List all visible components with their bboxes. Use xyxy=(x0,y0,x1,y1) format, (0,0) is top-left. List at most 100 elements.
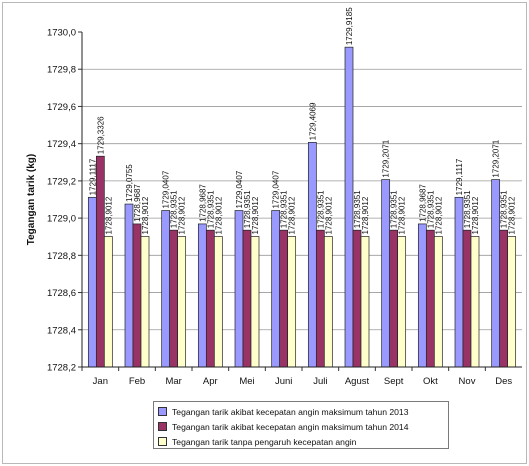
x-tick-label: Okt xyxy=(423,376,438,387)
legend: Tegangan tarik akibat kecepatan angin ma… xyxy=(153,401,449,449)
data-label: 1728,9012 xyxy=(288,196,297,234)
data-label: 1728,9351 xyxy=(390,190,399,228)
data-label: 1728,9351 xyxy=(170,190,179,228)
y-tick-label: 1729,0 xyxy=(47,214,76,225)
bar xyxy=(87,196,97,368)
bar xyxy=(169,229,179,368)
bar xyxy=(389,229,399,368)
y-tick-label: 1729,2 xyxy=(47,176,76,187)
data-label: 1729,2071 xyxy=(492,139,501,177)
x-tick-label: Mar xyxy=(165,376,181,387)
x-tick-label: Juli xyxy=(313,376,327,387)
bar xyxy=(470,236,480,368)
bar xyxy=(140,236,150,368)
bar xyxy=(271,210,281,368)
bar xyxy=(213,236,223,368)
data-label: 1728,9351 xyxy=(463,190,472,228)
bar xyxy=(454,196,464,368)
y-tick-label: 1728,6 xyxy=(47,288,76,299)
data-label: 1729,3326 xyxy=(96,116,105,154)
legend-item-no-wind: Tegangan tarik tanpa pengaruh kecepatan … xyxy=(158,434,444,449)
data-label: 1728,9012 xyxy=(434,196,443,234)
bar xyxy=(242,229,252,368)
bar xyxy=(433,236,443,368)
data-label: 1728,9351 xyxy=(243,190,252,228)
data-label: 1729,0407 xyxy=(272,170,281,208)
bar xyxy=(344,46,354,368)
bar xyxy=(462,229,472,368)
plot-area xyxy=(82,32,522,367)
data-label: 1728,9012 xyxy=(178,196,187,234)
legend-swatch-2013 xyxy=(158,407,167,416)
bar xyxy=(307,142,317,368)
bar xyxy=(124,203,134,368)
x-tick-label: Juni xyxy=(275,376,292,387)
y-tick-label: 1728,4 xyxy=(47,325,76,336)
bar xyxy=(132,223,142,368)
x-tick-label: Feb xyxy=(129,376,145,387)
legend-swatch-no-wind xyxy=(158,437,167,446)
x-tick-label: Agust xyxy=(345,376,370,387)
bar xyxy=(205,229,215,368)
data-label: 1728,9351 xyxy=(316,190,325,228)
x-tick-label: Nov xyxy=(459,376,476,387)
data-label: 1728,9012 xyxy=(214,196,223,234)
data-label: 1728,9012 xyxy=(508,196,517,234)
bar xyxy=(381,179,391,368)
y-tick-label: 1728,8 xyxy=(47,251,76,262)
bar xyxy=(279,229,289,368)
x-tick-label: Mei xyxy=(239,376,254,387)
data-label: 1728,9351 xyxy=(280,190,289,228)
legend-label-2014: Tegangan tarik akibat kecepatan angin ma… xyxy=(172,421,409,432)
legend-label-2013: Tegangan tarik akibat kecepatan angin ma… xyxy=(172,406,409,417)
data-label: 1729,0407 xyxy=(162,170,171,208)
data-label: 1729,9185 xyxy=(345,7,354,45)
y-tick-label: 1728,2 xyxy=(47,363,76,374)
data-label: 1729,1117 xyxy=(88,158,97,195)
bar xyxy=(507,236,517,368)
x-tick-label: Jan xyxy=(93,376,108,387)
bar xyxy=(425,229,435,368)
data-label: 1729,4069 xyxy=(308,102,317,140)
data-label: 1728,9012 xyxy=(471,196,480,234)
data-label: 1728,9687 xyxy=(418,184,427,222)
y-axis-label: Tegangan tarik (kg) xyxy=(26,154,37,246)
bar xyxy=(499,229,509,368)
data-label: 1728,9012 xyxy=(324,196,333,234)
data-label: 1729,0755 xyxy=(125,164,134,202)
data-label: 1728,9351 xyxy=(206,190,215,228)
bar xyxy=(323,236,333,368)
legend-swatch-2014 xyxy=(158,422,167,431)
y-tick-label: 1729,6 xyxy=(47,102,76,113)
data-label: 1728,9012 xyxy=(251,196,260,234)
data-label: 1729,0407 xyxy=(235,170,244,208)
bar-chart: 1730,0 1729,8 1729,6 1729,4 1729,2 1729,0 1728… xyxy=(26,7,522,387)
y-tick-label: 1729,4 xyxy=(47,139,76,150)
bar xyxy=(250,236,260,368)
data-label: 1729,2071 xyxy=(382,139,391,177)
x-tick-label: Sept xyxy=(384,376,404,387)
bar xyxy=(315,229,325,368)
bar xyxy=(352,229,362,368)
data-label: 1728,9351 xyxy=(353,190,362,228)
data-label: 1728,9351 xyxy=(426,190,435,228)
data-label: 1728,9012 xyxy=(361,196,370,234)
y-tick-label: 1729,8 xyxy=(47,65,76,76)
legend-label-no-wind: Tegangan tarik tanpa pengaruh kecepatan … xyxy=(172,436,357,447)
legend-item-2014: Tegangan tarik akibat kecepatan angin ma… xyxy=(158,419,444,434)
bar xyxy=(103,236,113,368)
x-tick-label: Apr xyxy=(203,376,218,387)
bar xyxy=(287,236,297,368)
data-label: 1728,9351 xyxy=(500,190,509,228)
bar xyxy=(95,155,105,368)
y-tick-label: 1730,0 xyxy=(47,28,76,39)
bar xyxy=(197,223,207,368)
bar xyxy=(397,236,407,368)
data-label: 1728,9012 xyxy=(398,196,407,234)
bar xyxy=(417,223,427,368)
data-label: 1728,9012 xyxy=(141,196,150,234)
data-label: 1729,1117 xyxy=(455,158,464,195)
bar xyxy=(177,236,187,368)
bar xyxy=(161,210,171,368)
